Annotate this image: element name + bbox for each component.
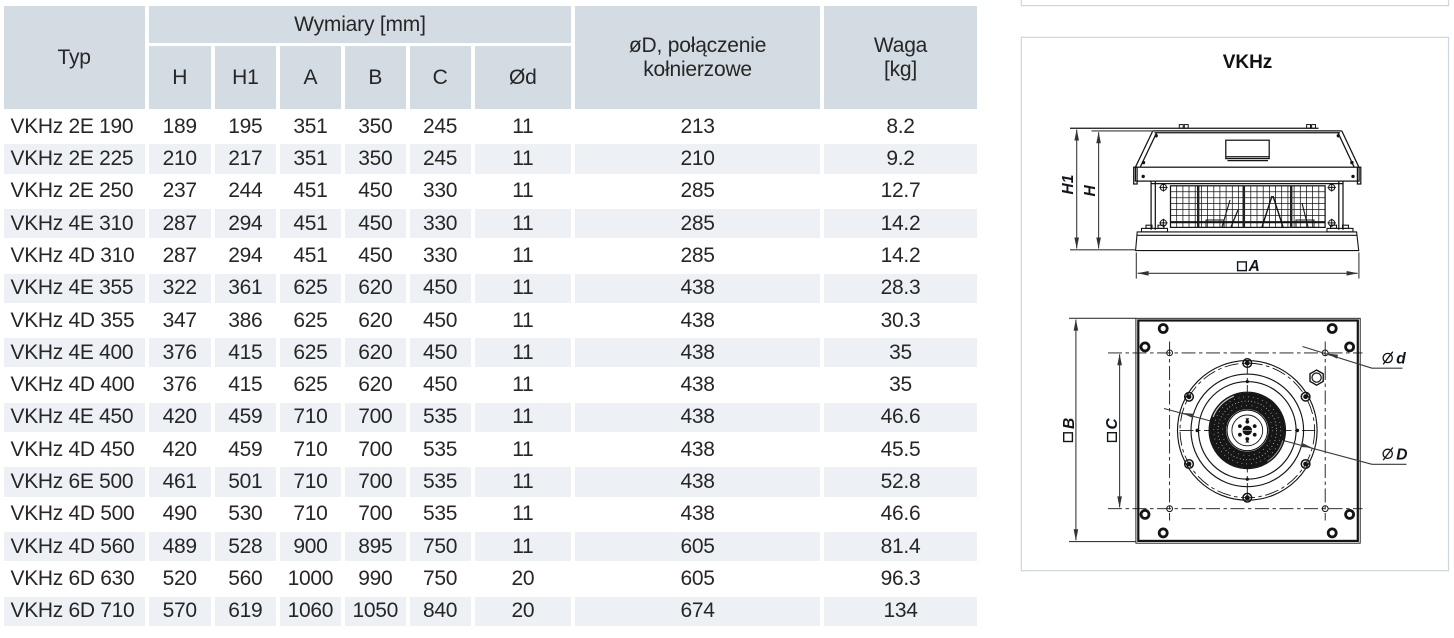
- svg-text:H: H: [1082, 185, 1099, 197]
- svg-text:A: A: [1248, 258, 1260, 275]
- svg-text:H1: H1: [1060, 175, 1077, 195]
- svg-text:B: B: [1061, 418, 1078, 429]
- svg-text:C: C: [1104, 418, 1121, 430]
- svg-text:D: D: [1396, 447, 1407, 464]
- svg-text:VKHz: VKHz: [1223, 52, 1273, 73]
- svg-text:d: d: [1396, 351, 1406, 368]
